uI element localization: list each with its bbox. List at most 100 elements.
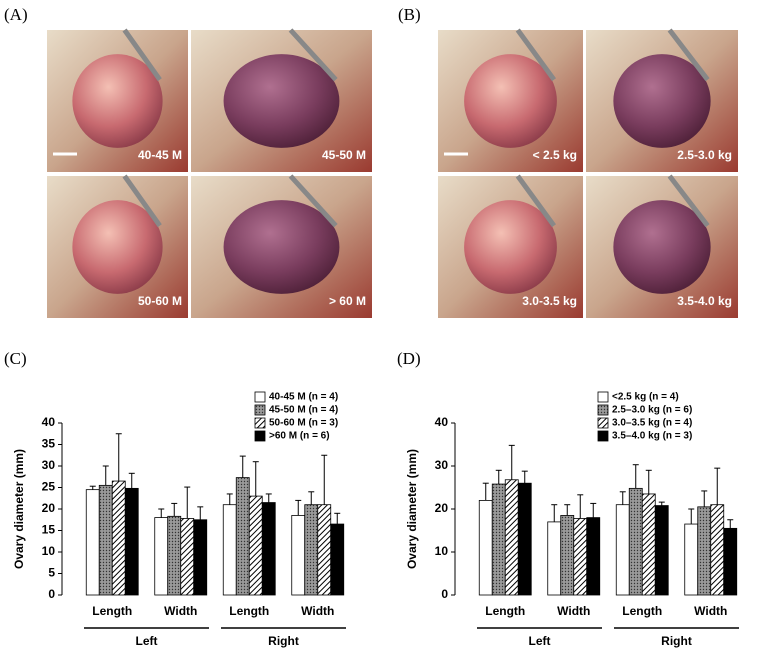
ovary — [223, 200, 340, 294]
bar — [478, 499, 493, 596]
bar — [124, 487, 139, 596]
legend-swatch — [254, 391, 266, 403]
photo: 50-60 M — [47, 174, 188, 318]
y-tick-label: 30 — [42, 458, 56, 472]
photo: 3.0-3.5 kg — [438, 174, 583, 318]
bar — [491, 483, 506, 596]
photo: 45-50 M — [191, 28, 372, 172]
forceps — [515, 174, 557, 228]
x-tick-label: Length — [92, 604, 132, 618]
group-label: Left — [136, 634, 158, 648]
y-tick-label: 40 — [42, 415, 56, 429]
bar — [628, 487, 643, 596]
bar — [291, 515, 306, 596]
bar — [560, 515, 575, 596]
legend-label: 40-45 M (n = 4) — [269, 392, 338, 403]
photo-caption: 40-45 M — [138, 148, 182, 162]
legend-label: 2.5–3.0 kg (n = 6) — [612, 405, 692, 416]
legend-swatch — [597, 417, 609, 429]
x-tick-label: Length — [229, 604, 269, 618]
bar — [180, 518, 195, 596]
photo-caption: 2.5-3.0 kg — [677, 148, 732, 162]
panel-label: (C) — [4, 349, 27, 368]
legend-swatch — [597, 430, 609, 442]
bar — [615, 504, 630, 596]
y-tick-label: 25 — [42, 480, 56, 494]
y-tick-label: 20 — [42, 501, 56, 515]
legend-label: 3.0–3.5 kg (n = 4) — [612, 418, 692, 429]
y-tick-label: 10 — [435, 544, 449, 558]
ovary — [464, 54, 557, 148]
ovary — [613, 200, 711, 294]
legend-swatch — [254, 417, 266, 429]
legend-label: 50-60 M (n = 3) — [269, 418, 338, 429]
x-tick-label: Length — [622, 604, 662, 618]
legend-label: >60 M (n = 6) — [269, 431, 330, 442]
x-tick-label: Width — [694, 604, 727, 618]
bar — [154, 517, 169, 596]
panel-label: (D) — [397, 349, 421, 368]
photo-caption: 50-60 M — [138, 294, 182, 308]
y-tick-label: 10 — [42, 544, 56, 558]
photo-caption: 45-50 M — [322, 148, 366, 162]
y-axis-label: Ovary diameter (mm) — [12, 449, 26, 569]
ovary — [613, 54, 711, 148]
panel-label: (A) — [4, 5, 28, 24]
forceps — [667, 28, 710, 82]
forceps — [667, 174, 710, 228]
legend-swatch — [254, 430, 266, 442]
bar — [710, 504, 725, 596]
ovary — [72, 200, 163, 294]
bar — [111, 480, 126, 596]
bar — [547, 521, 562, 596]
photo: 2.5-3.0 kg — [586, 28, 738, 172]
legend-label: 3.5–4.0 kg (n = 3) — [612, 431, 692, 442]
y-tick-label: 15 — [42, 523, 56, 537]
ovary — [464, 200, 557, 294]
bar — [167, 515, 182, 596]
bar — [330, 523, 345, 596]
bar — [697, 506, 712, 596]
bar — [641, 493, 656, 596]
bar — [517, 482, 532, 596]
y-tick-label: 30 — [435, 458, 449, 472]
x-tick-label: Width — [557, 604, 590, 618]
bar — [85, 489, 100, 596]
y-axis-label: Ovary diameter (mm) — [405, 449, 419, 569]
group-label: Right — [661, 634, 692, 648]
group-label: Right — [268, 634, 299, 648]
photo: > 60 M — [191, 174, 372, 318]
photo: < 2.5 kg — [438, 28, 583, 172]
bar — [193, 519, 208, 596]
bar — [573, 518, 588, 596]
legend-swatch — [597, 404, 609, 416]
photo: 40-45 M — [47, 28, 188, 172]
bar — [684, 523, 699, 596]
forceps — [122, 28, 162, 82]
legend-label: <2.5 kg (n = 4) — [612, 392, 679, 403]
bar — [723, 527, 738, 596]
forceps — [122, 174, 162, 228]
group-label: Left — [529, 634, 551, 648]
ovary — [72, 54, 163, 148]
bar — [98, 484, 113, 596]
y-tick-label: 40 — [435, 415, 449, 429]
forceps — [288, 28, 338, 82]
bar — [235, 477, 250, 596]
x-tick-label: Width — [164, 604, 197, 618]
bar — [317, 504, 332, 596]
legend-swatch — [597, 391, 609, 403]
bar — [222, 504, 237, 596]
photo: 3.5-4.0 kg — [586, 174, 738, 318]
y-tick-label: 20 — [435, 501, 449, 515]
y-tick-label: 0 — [441, 587, 448, 601]
legend-label: 45-50 M (n = 4) — [269, 405, 338, 416]
panel-label: (B) — [398, 5, 421, 24]
bar — [654, 505, 669, 596]
y-tick-label: 5 — [48, 566, 55, 580]
x-tick-label: Length — [485, 604, 525, 618]
bar — [248, 495, 263, 596]
bar — [261, 502, 276, 596]
bar — [586, 517, 601, 596]
photo-caption: 3.5-4.0 kg — [677, 294, 732, 308]
